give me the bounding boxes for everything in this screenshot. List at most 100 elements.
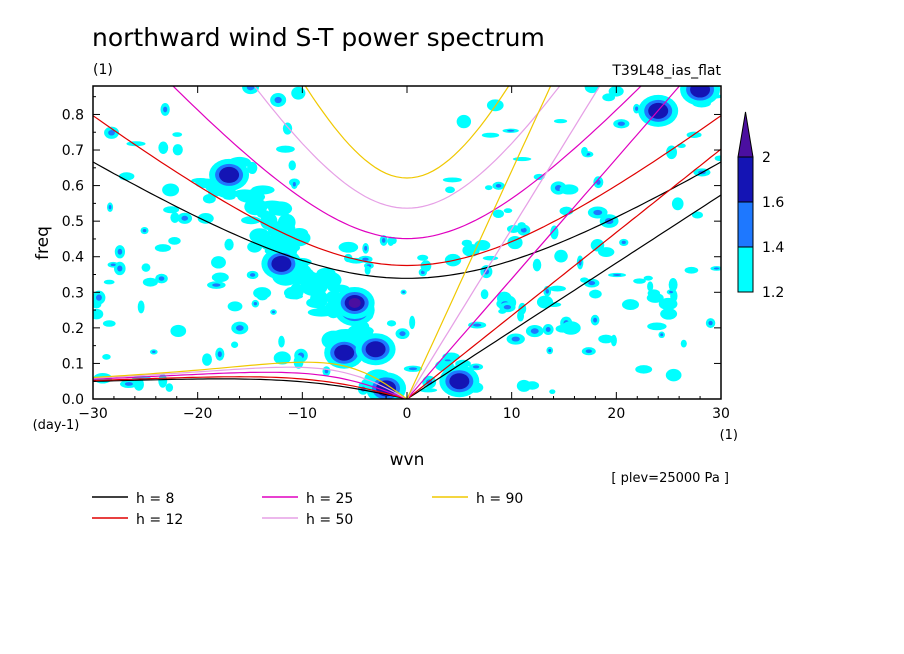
contour-patch bbox=[102, 353, 111, 360]
contour-patch bbox=[668, 277, 678, 292]
contour-patch bbox=[588, 281, 596, 286]
contour-patch bbox=[666, 145, 678, 160]
title-units: (1) bbox=[93, 62, 113, 78]
dispersion-curve-layer bbox=[93, 86, 721, 399]
contour-patch bbox=[442, 177, 462, 183]
legend-label: h = 50 bbox=[306, 512, 353, 528]
contour-patch bbox=[141, 263, 151, 272]
contour-patch bbox=[142, 277, 158, 287]
contour-patch bbox=[260, 212, 278, 231]
contour-patch bbox=[714, 155, 721, 162]
contour-patch bbox=[593, 209, 603, 216]
contour-patch bbox=[554, 249, 568, 263]
contour-patch bbox=[585, 349, 592, 354]
contour-patch bbox=[511, 336, 520, 342]
contour-patch bbox=[419, 388, 438, 393]
colorbar-arrow bbox=[737, 111, 754, 158]
colorbar-segment bbox=[737, 156, 754, 203]
contour-patch bbox=[152, 350, 156, 354]
gravity-wave-curve bbox=[93, 161, 721, 279]
y-tick-label: 0.1 bbox=[62, 356, 84, 372]
contour-patch bbox=[253, 301, 258, 306]
contour-patch bbox=[211, 272, 229, 283]
contour-patch bbox=[545, 327, 551, 332]
colorbar-label: 1.4 bbox=[762, 240, 784, 256]
contour-patch bbox=[260, 200, 285, 209]
x-tick-label: 10 bbox=[503, 406, 521, 422]
contour-patch bbox=[273, 351, 291, 365]
contour-patch bbox=[530, 328, 539, 334]
contour-patch bbox=[671, 197, 684, 211]
contour-patch bbox=[408, 367, 418, 371]
y-axis-label: freq bbox=[33, 226, 53, 260]
contour-patch bbox=[158, 373, 168, 388]
contour-patch bbox=[211, 256, 226, 269]
x-tick-label: −20 bbox=[183, 406, 213, 422]
contour-patch bbox=[227, 301, 243, 312]
contour-patch bbox=[593, 317, 598, 323]
y-axis-units: (day-1) bbox=[33, 418, 80, 433]
contour-patch bbox=[256, 292, 269, 301]
contour-patch bbox=[108, 130, 115, 136]
contour-patch bbox=[334, 344, 355, 361]
contour-patch bbox=[170, 324, 187, 338]
legend-label: h = 12 bbox=[136, 512, 183, 528]
y-tick-label: 0.2 bbox=[62, 321, 84, 337]
contour-patch bbox=[481, 132, 500, 138]
contour-patch bbox=[338, 241, 359, 253]
contour-patch bbox=[517, 310, 525, 322]
legend: h = 8 h = 12 h = 25 h = 50 h = 90 bbox=[92, 491, 523, 528]
contour-patch bbox=[647, 289, 661, 298]
contour-patch bbox=[444, 359, 451, 362]
contour-patch bbox=[633, 278, 646, 284]
contour-patch bbox=[420, 270, 425, 275]
contour-patch bbox=[581, 146, 588, 156]
contour-patch bbox=[93, 308, 104, 320]
contour-patch bbox=[598, 247, 615, 257]
contour-patch bbox=[449, 373, 470, 390]
contour-patch bbox=[492, 209, 505, 219]
contour-patch bbox=[162, 183, 180, 197]
contour-patch bbox=[584, 86, 599, 94]
legend-label: h = 8 bbox=[136, 491, 174, 507]
x-tick-label: −30 bbox=[78, 406, 108, 422]
contour-patch bbox=[386, 320, 397, 327]
contour-patch bbox=[241, 216, 261, 225]
contour-patch bbox=[549, 389, 556, 395]
contour-patch bbox=[665, 368, 682, 382]
contour-patch bbox=[480, 289, 489, 300]
contour-patch bbox=[713, 267, 720, 270]
contour-patch bbox=[362, 257, 369, 261]
colorbar: 1.2 1.4 1.6 2 bbox=[737, 111, 784, 301]
contour-patch bbox=[292, 181, 296, 187]
contour-patch bbox=[589, 289, 602, 299]
contour-patch bbox=[224, 238, 234, 251]
legend-label: h = 90 bbox=[476, 491, 523, 507]
contour-patch bbox=[635, 365, 653, 374]
contour-patch bbox=[503, 304, 512, 310]
chart-title: northward wind S-T power spectrum bbox=[92, 23, 545, 52]
contour-patch bbox=[647, 281, 654, 292]
contour-patch bbox=[272, 310, 276, 314]
contour-patch bbox=[520, 227, 527, 233]
colorbar-label: 2 bbox=[762, 150, 771, 166]
contour-patch bbox=[550, 225, 559, 240]
legend-label: h = 25 bbox=[306, 491, 353, 507]
contour-patch bbox=[680, 339, 687, 348]
contour-patch bbox=[690, 86, 711, 98]
contour-patch bbox=[399, 331, 406, 337]
gravity-wave-curve bbox=[304, 86, 510, 179]
contour-patch bbox=[545, 288, 549, 294]
contour-patch bbox=[197, 213, 214, 224]
model-label: T39L48_ias_flat bbox=[611, 63, 721, 79]
contour-patch bbox=[137, 300, 145, 314]
rossby-wave-curve bbox=[93, 361, 408, 399]
rossby-wave-curve bbox=[93, 376, 408, 399]
contour-patch bbox=[277, 213, 296, 231]
contour-patch bbox=[647, 322, 667, 331]
colorbar-segment bbox=[737, 246, 754, 293]
colorbar-segment bbox=[737, 201, 754, 248]
contour-patch bbox=[708, 320, 713, 326]
x-tick-label: 0 bbox=[403, 406, 412, 422]
contour-patch bbox=[643, 275, 653, 281]
